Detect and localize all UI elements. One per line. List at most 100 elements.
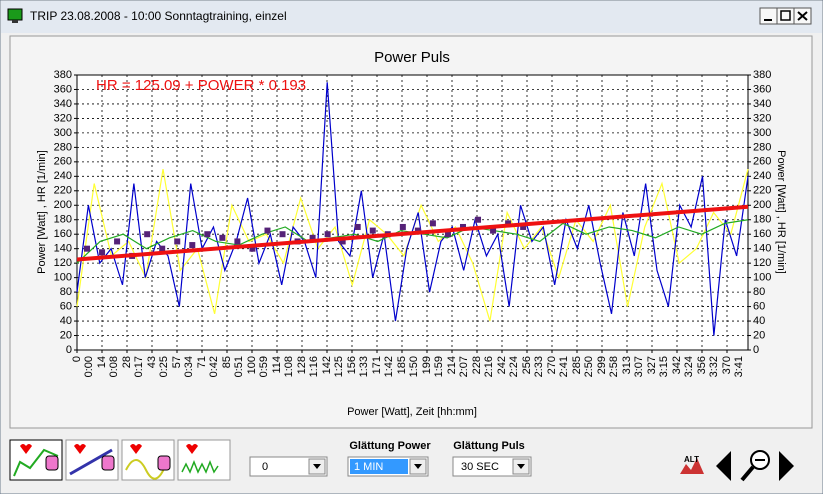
y-tick-label: 80 xyxy=(60,286,72,298)
x-tick-label: 2:33 xyxy=(533,356,545,377)
minimize-button[interactable] xyxy=(759,7,778,25)
next-button[interactable] xyxy=(779,451,794,481)
view-button-3[interactable] xyxy=(121,439,175,481)
icon-line xyxy=(69,448,113,476)
x-tick-label: 285 xyxy=(571,356,583,374)
select-arrow xyxy=(313,464,321,469)
y-tick-label: 20 xyxy=(60,329,72,341)
heart-icon xyxy=(186,444,198,454)
data-line xyxy=(76,82,749,336)
y2-tick-label: 140 xyxy=(753,243,771,255)
y-tick-label: 180 xyxy=(54,214,72,226)
x-tick-label: 0:25 xyxy=(158,356,170,377)
offset-select[interactable]: 0 xyxy=(249,456,328,477)
x-tick-label: 2:07 xyxy=(458,356,470,377)
power-smoothing-select[interactable]: 1 MIN xyxy=(347,456,429,477)
window-controls[interactable] xyxy=(759,7,812,25)
y2-tick-label: 300 xyxy=(753,127,771,139)
select-arrow xyxy=(414,464,422,469)
x-tick-label: 270 xyxy=(546,356,558,374)
x-tick-label: 0:42 xyxy=(208,356,220,377)
data-point xyxy=(475,216,482,223)
y2-tick-label: 360 xyxy=(753,83,771,95)
pulse-smoothing-label: Glättung Puls xyxy=(453,440,525,452)
data-point xyxy=(429,220,436,227)
data-point xyxy=(99,249,106,256)
x-tick-label: 3:15 xyxy=(658,356,670,377)
zoom-handle xyxy=(740,465,755,482)
y-tick-label: 260 xyxy=(54,156,72,168)
data-point xyxy=(369,227,376,234)
data-point xyxy=(309,234,316,241)
y-axis-label: Power [Watt] , HR [1/min] xyxy=(36,150,48,274)
x-tick-label: 3:24 xyxy=(683,356,695,377)
x-tick-label: 3:07 xyxy=(633,356,645,377)
x-tick-label: 100 xyxy=(246,356,258,374)
y2-tick-label: 20 xyxy=(753,329,765,341)
select-value: 1 MIN xyxy=(354,461,383,473)
x-tick-label: 199 xyxy=(421,356,433,374)
y2-tick-label: 40 xyxy=(753,315,765,327)
x-tick-label: 114 xyxy=(271,356,283,374)
x-tick-label: 1:16 xyxy=(308,356,320,377)
x-tick-label: 2:50 xyxy=(583,356,595,377)
y-tick-label: 60 xyxy=(60,300,72,312)
x-tick-label: 0 xyxy=(71,356,83,362)
pulse-smoothing-select[interactable]: 30 SEC xyxy=(452,456,532,477)
heart-icon xyxy=(74,444,86,454)
x-tick-label: 1:08 xyxy=(283,356,295,377)
view-button-2[interactable] xyxy=(65,439,119,481)
view-button-1[interactable] xyxy=(9,439,63,481)
x-tick-label: 327 xyxy=(646,356,658,374)
data-point xyxy=(520,223,527,230)
plot: 0204060801001201401601802002202402602803… xyxy=(54,69,772,378)
x-tick-label: 171 xyxy=(371,356,383,374)
select-arrow xyxy=(517,464,525,469)
data-point xyxy=(84,245,90,252)
x-tick-label: 2:16 xyxy=(483,356,495,377)
x-tick-label: 214 xyxy=(446,356,458,374)
x-tick-label: 313 xyxy=(621,356,633,374)
previous-button[interactable] xyxy=(716,451,731,481)
y2-tick-label: 280 xyxy=(753,141,771,153)
data-point xyxy=(159,245,166,252)
hand-icon xyxy=(157,455,171,471)
heart-icon xyxy=(20,444,32,454)
x-tick-label: 3:41 xyxy=(733,356,745,377)
y-tick-label: 340 xyxy=(54,98,72,110)
x-tick-label: 0:59 xyxy=(258,356,270,377)
y-tick-label: 220 xyxy=(54,185,72,197)
data-point xyxy=(234,238,241,245)
x-tick-label: 1:25 xyxy=(333,356,345,377)
x-tick-label: 1:33 xyxy=(358,356,370,377)
x-tick-label: 1:42 xyxy=(383,356,395,377)
zoom-button[interactable] xyxy=(740,450,770,482)
y-tick-label: 300 xyxy=(54,127,72,139)
data-point xyxy=(490,227,497,234)
data-point xyxy=(324,231,331,238)
x-tick-label: 3:32 xyxy=(708,356,720,377)
x-tick-label: 228 xyxy=(471,356,483,374)
y-tick-label: 280 xyxy=(54,141,72,153)
x-tick-label: 14 xyxy=(96,356,108,368)
x-tick-label: 128 xyxy=(296,356,308,374)
x-tick-label: 370 xyxy=(721,356,733,374)
chart-title: Power Puls xyxy=(374,49,450,66)
x-tick-label: 2:41 xyxy=(558,356,570,377)
x-tick-label: 185 xyxy=(396,356,408,374)
view-button-4[interactable] xyxy=(177,439,231,481)
x-tick-label: 299 xyxy=(596,356,608,374)
altitude-button[interactable]: ALT xyxy=(680,455,704,474)
regression-annotation: HR = 125.09 + POWER * 0.193 xyxy=(96,77,306,94)
title-bar xyxy=(1,1,822,33)
x-tick-label: 342 xyxy=(671,356,683,374)
data-point xyxy=(264,227,271,234)
y-tick-label: 140 xyxy=(54,243,72,255)
y-tick-label: 320 xyxy=(54,112,72,124)
maximize-glyph xyxy=(780,10,791,21)
x-tick-label: 0:08 xyxy=(108,356,120,377)
app-icon-stand xyxy=(12,20,18,23)
y-tick-label: 200 xyxy=(54,199,72,211)
x-tick-label: 2:24 xyxy=(508,356,520,377)
